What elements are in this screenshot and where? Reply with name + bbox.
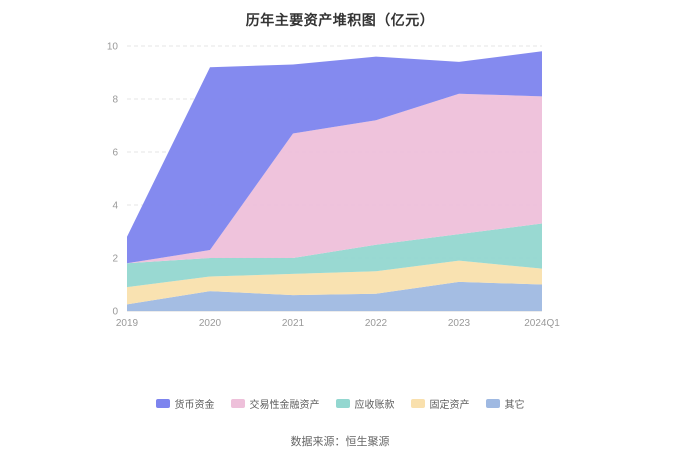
legend-swatch [485,399,500,408]
legend-label: 交易性金融资产 [249,400,320,411]
area-series-0 [127,281,542,311]
y-tick-label: 2 [112,254,118,265]
legend: 货币资金 交易性金融资产 应收账款 固定资产 其它 [0,396,680,411]
y-tick-label: 4 [112,201,118,212]
legend-label: 应收账款 [354,400,395,411]
y-tick-label: 10 [107,42,119,53]
area-series-4 [127,51,542,264]
x-tick-label: 2023 [448,318,471,329]
x-tick-label: 2019 [116,318,139,329]
y-tick-label: 8 [112,95,118,106]
legend-label: 货币资金 [174,400,215,411]
legend-swatch [230,399,245,408]
y-tick-label: 6 [112,148,118,159]
data-source: 数据来源：恒生聚源 [290,436,390,448]
x-tick-label: 2024Q1 [524,318,560,329]
legend-item[interactable]: 其它 [485,396,525,411]
area-series-1 [127,260,542,305]
y-tick-label: 0 [112,307,118,318]
legend-item[interactable]: 应收账款 [335,396,395,411]
area-series-3 [127,93,542,264]
x-tick-label: 2021 [282,318,305,329]
legend-swatch [335,399,350,408]
stacked-area-chart: 0 2 4 6 8 10 2019 2020 2021 2022 2023 2024Q1 [107,42,560,330]
legend-item[interactable]: 固定资产 [410,396,470,411]
legend-item[interactable]: 货币资金 [155,396,215,411]
x-tick-label: 2020 [199,318,222,329]
legend-swatch [155,399,170,408]
legend-item[interactable]: 交易性金融资产 [230,396,320,411]
legend-swatch [410,399,425,408]
legend-label: 固定资产 [429,400,470,411]
x-tick-label: 2022 [365,318,388,329]
area-series-2 [127,223,542,288]
legend-label: 其它 [504,400,525,411]
chart-title: 历年主要资产堆积图（亿元） [245,12,435,28]
